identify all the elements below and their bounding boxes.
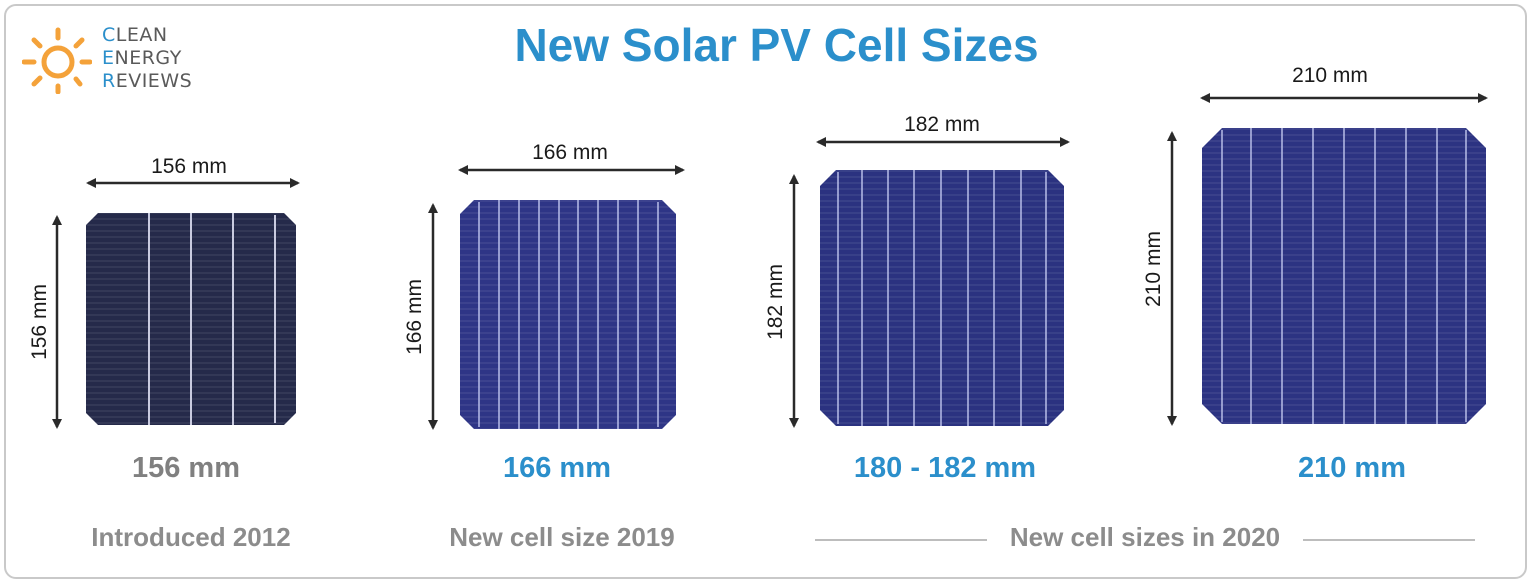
width-label: 182 mm: [904, 113, 980, 136]
logo-word: NERGY: [114, 47, 182, 69]
clean-energy-reviews-logo[interactable]: CLEAN ENERGY REVIEWS: [22, 20, 202, 98]
divider-left: [815, 539, 987, 541]
subtitle-2020-group: New cell sizes in 2020: [815, 522, 1475, 556]
height-label: 166 mm: [403, 279, 426, 355]
height-label: 156 mm: [28, 284, 51, 360]
cell-166: 166 mm 166 mm: [403, 141, 685, 430]
width-label: 166 mm: [532, 141, 608, 164]
cell-caption-210: 210 mm: [1297, 452, 1406, 484]
cell-caption-166: 166 mm: [502, 452, 611, 484]
logo-letter: C: [102, 24, 116, 46]
cell-caption-156: 156 mm: [131, 452, 240, 484]
height-label: 210 mm: [1142, 231, 1165, 307]
height-label: 182 mm: [764, 264, 787, 340]
divider-right: [1303, 539, 1475, 541]
logo-letter: R: [102, 70, 116, 92]
subtitle-2012: Introduced 2012: [91, 522, 291, 552]
logo-letter: E: [102, 47, 115, 69]
cell-210: 210 mm 210 mm: [1142, 64, 1488, 426]
logo-wordmark: CLEAN ENERGY REVIEWS: [102, 24, 192, 93]
cell-182: 182 mm 182 mm: [764, 113, 1070, 428]
cell-caption-182: 180 - 182 mm: [853, 452, 1037, 484]
width-label: 156 mm: [151, 155, 227, 178]
subtitle-2020: New cell sizes in 2020: [1009, 522, 1281, 552]
page-title: New Solar PV Cell Sizes: [514, 19, 1039, 71]
sun-icon: [22, 27, 92, 94]
logo-word: LEAN: [115, 24, 168, 46]
logo-word: EVIEWS: [115, 70, 193, 92]
width-label: 210 mm: [1292, 64, 1368, 87]
page-frame: [4, 4, 1527, 579]
cell-156: 156 mm 156 mm: [28, 155, 300, 429]
subtitle-2019: New cell size 2019: [449, 522, 675, 552]
